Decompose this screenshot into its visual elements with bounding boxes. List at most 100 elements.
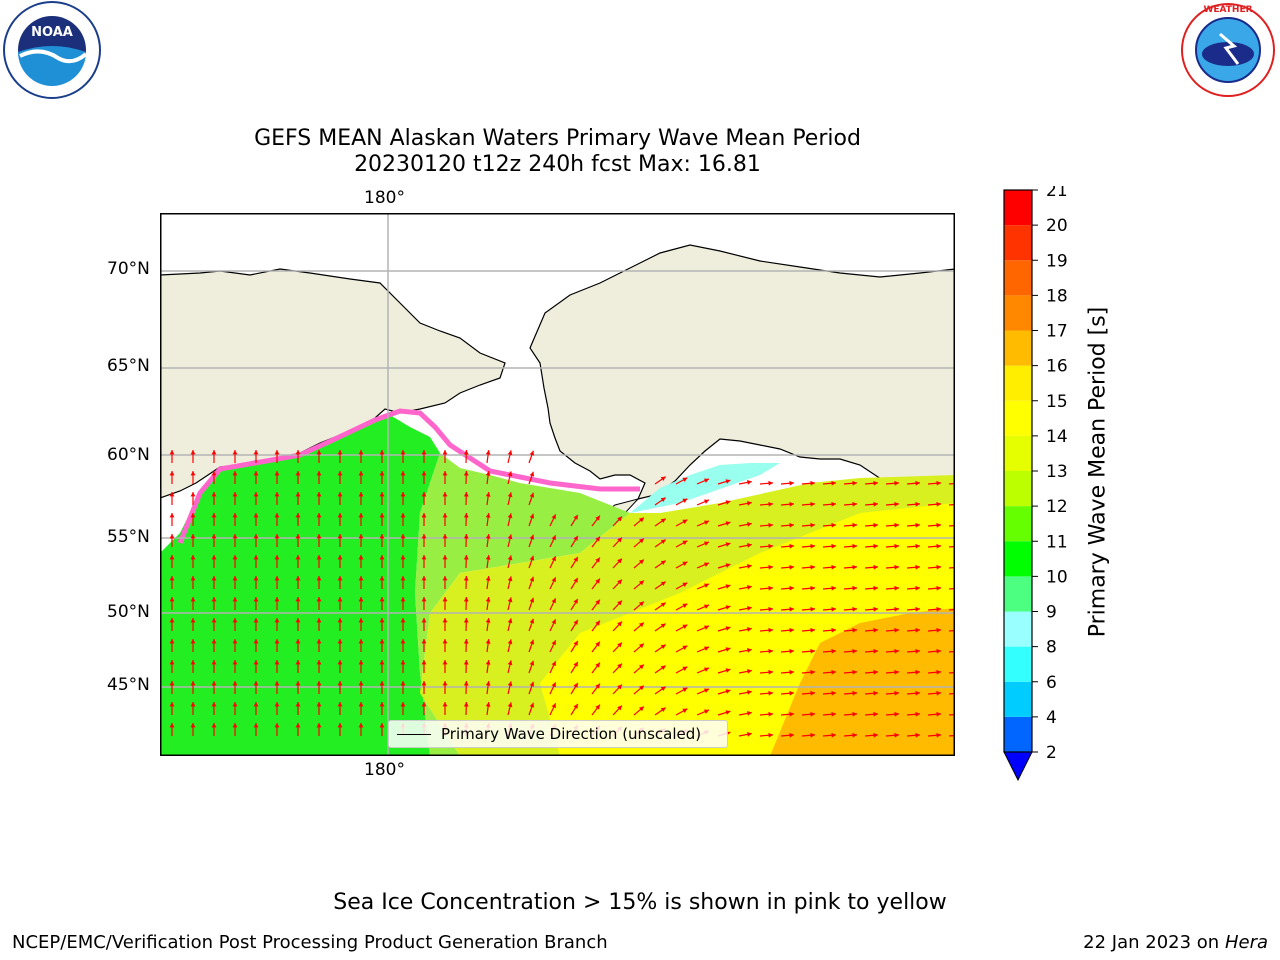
wave-arrow-head (421, 618, 427, 623)
wave-arrow-head (507, 555, 513, 561)
wave-arrow-head (337, 639, 343, 644)
wave-arrow-head (810, 480, 815, 486)
wave-arrow-head (529, 618, 535, 624)
wave-arrow-head (551, 514, 556, 520)
wave-arrow-head (274, 681, 280, 686)
wave-arrow (948, 566, 955, 569)
colorbar-swatch (1004, 611, 1032, 647)
wave-arrow-head (211, 639, 217, 644)
wave-arrow-head (274, 723, 280, 728)
wave-arrow-head (873, 648, 878, 654)
wave-arrow-head (894, 732, 899, 738)
chart-subtitle: 20230120 t12z 240h fcst Max: 16.81 (354, 152, 761, 177)
wave-arrow-head (442, 450, 448, 455)
colorbar-swatch (1004, 541, 1032, 577)
wave-arrow-head (211, 534, 217, 539)
wave-arrow-head (485, 639, 491, 644)
sea-ice-edge (177, 408, 640, 544)
wave-arrow-head (936, 585, 941, 591)
wave-arrow-head (358, 471, 364, 476)
wave-arrow-head (421, 660, 427, 665)
wave-arrow-head (358, 660, 364, 665)
wave-arrow-head (936, 501, 941, 507)
wave-arrow-head (400, 471, 406, 476)
wave-arrow-head (789, 543, 794, 549)
wave-arrow-head (379, 681, 385, 686)
wave-arrow-head (873, 564, 878, 570)
wave-arrow-head (936, 648, 941, 654)
wave-arrow-head (831, 627, 836, 633)
wave-arrow-head (485, 513, 491, 518)
wave-arrow-head (316, 492, 322, 497)
wave-arrow-head (463, 492, 469, 497)
wave-arrow-head (617, 705, 622, 711)
wave-arrow-head (768, 711, 773, 717)
wave-arrow-head (529, 576, 535, 582)
wave-arrow-head (507, 576, 513, 582)
wave-arrow-head (810, 627, 815, 633)
lat-label-65: 65°N (107, 356, 150, 376)
wave-arrow-head (831, 501, 836, 507)
colorbar-label: Primary Wave Mean Period [s] (1085, 306, 1111, 638)
wave-arrow-head (190, 555, 196, 560)
wave-arrow-head (617, 642, 622, 648)
wave-arrow-head (746, 480, 752, 485)
wave-arrow-head (274, 660, 280, 665)
wave-arrow-head (595, 662, 600, 668)
wave-arrow-head (551, 640, 556, 646)
wave-arrow-head (660, 581, 666, 587)
wave-arrow-head (421, 681, 427, 686)
wave-arrow-head (253, 723, 259, 728)
wave-arrow-head (507, 450, 513, 456)
wave-arrow-head (485, 492, 491, 497)
wave-arrow-head (463, 597, 469, 602)
wave-arrow-head (442, 492, 448, 497)
wave-arrow-head (232, 471, 238, 476)
wave-arrow-head (232, 450, 238, 455)
sea-ice-note: Sea Ice Concentration > 15% is shown in … (333, 890, 947, 915)
colorbar-swatch (1004, 190, 1032, 226)
colorbar-tick-label: 12 (1046, 497, 1068, 517)
wave-arrow-head (507, 681, 513, 687)
wave-arrow-head (682, 477, 688, 482)
wave-arrow-head (253, 555, 259, 560)
wave-arrow-head (316, 555, 322, 560)
lat-label-60: 60°N (107, 445, 150, 465)
wave-arrow-head (704, 541, 709, 546)
wave-arrow-head (810, 648, 815, 654)
field-orange (770, 608, 955, 756)
colorbar-tick-label: 21 (1046, 186, 1068, 201)
wave-arrow-head (232, 513, 238, 518)
colorbar-tick-label: 18 (1046, 286, 1068, 306)
wave-arrow-head (253, 534, 259, 539)
wave-arrow-head (253, 639, 259, 644)
wave-arrow-head (232, 702, 238, 707)
wave-arrow-head (746, 711, 752, 716)
wave-arrow-head (400, 681, 406, 686)
wave-arrow-head (768, 480, 773, 486)
wave-arrow-head (789, 564, 794, 570)
wave-arrow-head (595, 557, 600, 563)
wave-arrow-head (463, 555, 469, 560)
wave-direction-arrows (169, 449, 955, 738)
colorbar-tick-label: 6 (1046, 673, 1057, 693)
wave-arrow-head (358, 723, 364, 728)
wave-arrow-head (379, 492, 385, 497)
wave-arrow-head (746, 543, 752, 548)
wave-arrow-head (169, 618, 175, 623)
map-frame (160, 213, 955, 756)
wave-arrow-head (400, 702, 406, 707)
wave-arrow-head (400, 513, 406, 518)
colorbar-extend-arrow (1003, 751, 1033, 782)
wave-arrow-head (485, 597, 491, 602)
wave-arrow-head (595, 599, 600, 605)
wave-arrow-head (682, 645, 688, 650)
wave-arrow-head (810, 711, 815, 717)
wave-arrow-head (358, 492, 364, 497)
wave-arrow-head (169, 492, 175, 497)
wave-arrow-head (316, 534, 322, 539)
wave-arrow-head (768, 732, 773, 738)
wave-arrow-head (274, 471, 280, 476)
wave-arrow-head (169, 702, 175, 707)
wave-arrow-head (337, 471, 343, 476)
